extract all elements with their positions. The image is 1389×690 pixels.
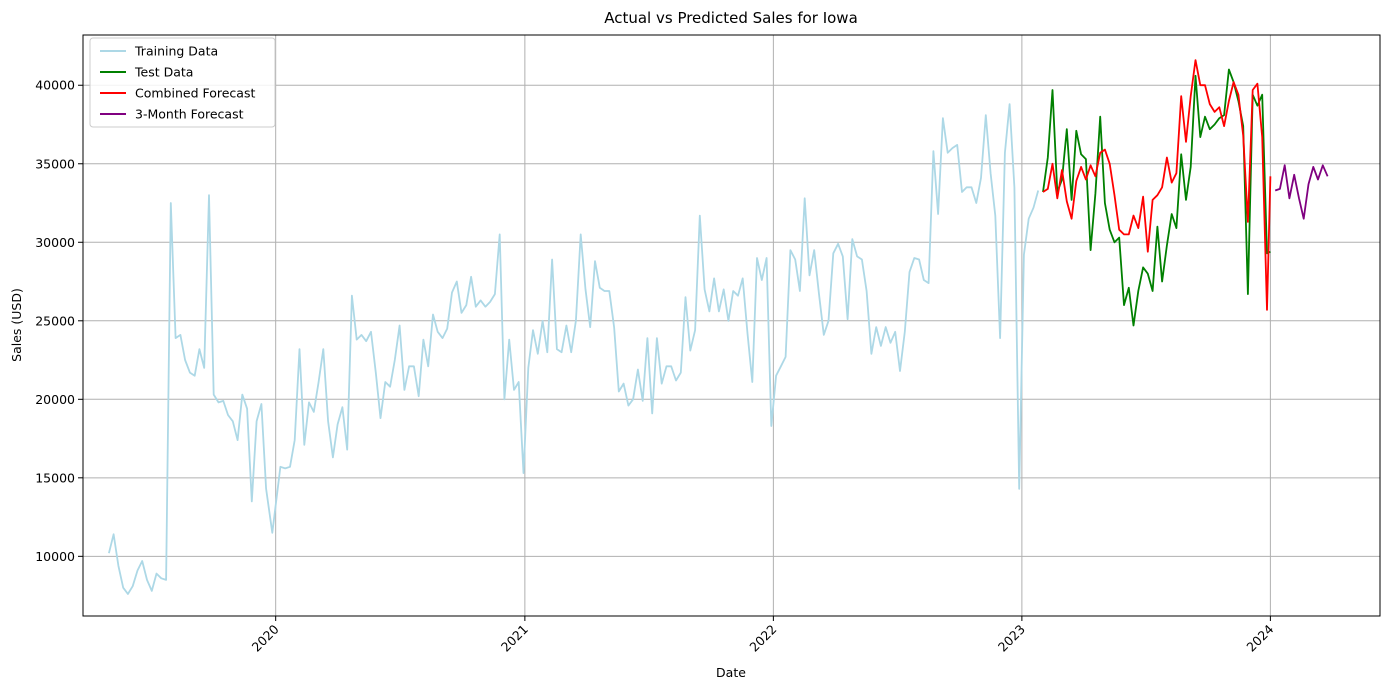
legend-box [89, 37, 276, 128]
grid [83, 35, 1380, 616]
x-tick-label: 2020 [249, 621, 282, 654]
legend-label-test: Test Data [134, 65, 193, 80]
x-tick-label: 2023 [995, 622, 1028, 655]
legend-item-test: Test Data [100, 65, 193, 80]
series-line-combined-forecast [1042, 59, 1272, 311]
y-tick-label: 25000 [35, 313, 75, 328]
x-axis-title: Date [716, 665, 746, 680]
y-tick-label: 10000 [35, 549, 75, 564]
x-tick-label: 2022 [746, 622, 779, 655]
y-tick-label: 35000 [35, 156, 75, 171]
legend: Training Data Test Data Combined Forecas… [89, 37, 276, 128]
series-line-test-data [1042, 68, 1271, 327]
y-axis-ticks: 10000 15000 20000 25000 30000 35000 40000 [35, 78, 83, 564]
x-axis-ticks: 2020 2021 2022 2023 2024 [249, 616, 1277, 655]
series-line-training-data [108, 103, 1040, 595]
chart-title: Actual vs Predicted Sales for Iowa [604, 9, 858, 27]
series-line-3-month-forecast [1274, 164, 1329, 220]
y-tick-label: 20000 [35, 392, 75, 407]
series-lines [108, 59, 1329, 595]
y-tick-label: 30000 [35, 235, 75, 250]
legend-label-3month: 3-Month Forecast [135, 107, 244, 122]
x-tick-label: 2021 [498, 622, 531, 655]
y-axis-title: Sales (USD) [9, 288, 24, 362]
plot-frame [82, 34, 1381, 617]
legend-item-combined: Combined Forecast [100, 86, 255, 101]
legend-label-combined: Combined Forecast [135, 86, 255, 101]
legend-item-training: Training Data [100, 44, 218, 59]
legend-item-3month: 3-Month Forecast [100, 107, 244, 122]
y-tick-label: 15000 [35, 470, 75, 485]
legend-label-training: Training Data [134, 44, 218, 59]
y-tick-label: 40000 [35, 78, 75, 93]
x-tick-label: 2024 [1243, 621, 1276, 654]
